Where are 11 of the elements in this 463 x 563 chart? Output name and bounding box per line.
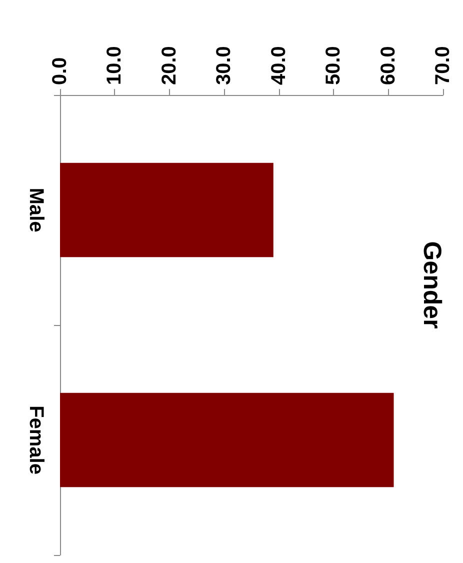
x-tick-label: 60.0	[377, 46, 400, 85]
x-tick-label: 70.0	[432, 46, 454, 85]
x-tick-label: 50.0	[322, 46, 345, 85]
x-tick-label: 10.0	[104, 46, 126, 85]
x-tick-label: 30.0	[213, 46, 236, 85]
x-tick-label: 40.0	[268, 46, 290, 85]
x-tick-label: 0.0	[49, 57, 71, 85]
y-tick-label: Female	[25, 406, 47, 474]
x-tick-label: 20.0	[158, 46, 180, 85]
text: Gender	[418, 241, 446, 330]
y-tick-label: Male	[25, 188, 47, 232]
